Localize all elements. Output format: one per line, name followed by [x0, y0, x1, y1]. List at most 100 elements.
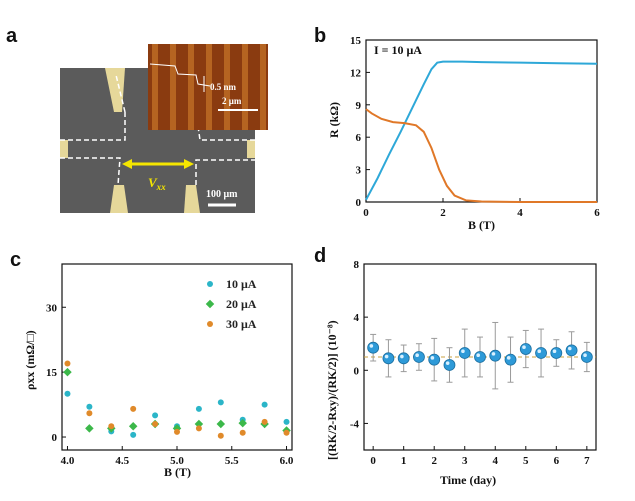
data-point — [86, 403, 93, 410]
afm-height-label: 0.5 nm — [210, 82, 237, 92]
x-tick-label: 6 — [594, 207, 600, 219]
x-tick-label: 4.0 — [61, 455, 75, 467]
contact-bottom-right — [184, 185, 200, 213]
data-point — [443, 359, 456, 371]
scale-bar-label: 100 μm — [206, 189, 238, 200]
chart-d-xlabel: Time (day) — [440, 473, 496, 487]
data-point — [174, 428, 180, 435]
panel-c-letter: c — [10, 249, 21, 271]
y-tick-label: 0 — [356, 197, 362, 209]
hall-bar-outline — [60, 74, 255, 186]
y-tick-label: 4 — [354, 312, 360, 324]
afm-terrace-edge — [188, 44, 194, 130]
data-point — [217, 432, 224, 439]
data-point — [217, 399, 224, 406]
data-point — [64, 360, 71, 367]
data-point-highlight — [369, 344, 374, 348]
data-point-highlight — [415, 353, 419, 358]
data-point — [489, 349, 502, 362]
x-tick-label: 2 — [440, 207, 446, 219]
chart-d: 0 1 2 3 4 5 6 7 -4 0 4 8 Time (day) [(RK/2-Rxy)/(RK… — [325, 259, 597, 487]
legend-label: 10 μA — [226, 277, 257, 291]
data-point — [195, 425, 202, 432]
vxx-arrow-left-head — [122, 159, 132, 169]
data-point-highlight — [552, 349, 557, 354]
x-tick-label: 4.5 — [115, 455, 129, 467]
data-point — [283, 429, 290, 436]
data-point — [550, 347, 563, 359]
data-point-highlight — [476, 353, 481, 358]
data-point — [64, 390, 71, 397]
y-tick-label: 15 — [46, 367, 58, 379]
data-point — [239, 429, 246, 436]
legend-label: 20 μA — [226, 297, 257, 311]
legend-marker — [205, 299, 215, 309]
afm-terrace-edge — [242, 44, 248, 130]
data-point — [565, 344, 578, 357]
data-point-highlight — [445, 361, 450, 365]
x-tick-label: 1 — [401, 455, 407, 467]
series-line-rxy — [365, 60, 598, 201]
chart-b-annotation: I = 10 μA — [374, 43, 422, 57]
x-tick-label: 7 — [584, 455, 590, 467]
data-point — [130, 431, 137, 438]
chart-b-xlabel: B (T) — [468, 218, 495, 232]
legend-marker — [207, 321, 213, 327]
vxx-label: Vxx — [148, 175, 166, 192]
afm-stripes — [152, 44, 266, 130]
data-point — [130, 405, 137, 412]
data-point — [474, 351, 486, 363]
x-tick-label: 5 — [523, 455, 529, 467]
chart-d-ticks: 0 1 2 3 4 5 6 7 -4 0 4 8 — [350, 259, 590, 467]
data-point-highlight — [400, 354, 404, 359]
x-tick-label: 0 — [363, 207, 369, 219]
data-point-highlight — [567, 346, 572, 351]
data-point-highlight — [506, 356, 511, 360]
chart-d-series — [364, 321, 596, 390]
chart-b-frame — [365, 39, 598, 203]
y-tick-label: 9 — [356, 100, 362, 112]
y-tick-label: 15 — [350, 35, 362, 47]
legend-marker — [207, 281, 213, 287]
chart-c-ticks: 4.0 4.5 5.0 5.5 6.0 0 15 30 — [46, 302, 294, 467]
chart-c-ylabel: ρxx (mΩ/□) — [23, 330, 37, 390]
data-point — [382, 352, 395, 365]
x-tick-label: 0 — [370, 455, 376, 467]
y-tick-label: -4 — [350, 418, 360, 430]
x-tick-label: 6 — [554, 455, 560, 467]
x-tick-label: 5.5 — [225, 455, 239, 467]
data-point — [108, 423, 115, 430]
data-point — [580, 351, 593, 363]
panel-d-letter: d — [314, 245, 326, 267]
data-point — [504, 353, 517, 366]
data-point — [86, 410, 93, 417]
data-point — [428, 353, 441, 366]
data-point-highlight — [522, 345, 526, 350]
chart-c-legend: 10 μA 20 μA 30 μA — [205, 277, 257, 331]
afm-terrace-edge — [152, 44, 158, 130]
data-point — [458, 347, 471, 359]
data-point — [283, 418, 290, 425]
afm-profile — [149, 63, 211, 87]
y-tick-label: 3 — [356, 165, 362, 177]
chart-b-series — [365, 60, 598, 203]
data-point — [194, 419, 204, 429]
data-point — [261, 401, 268, 408]
data-point — [152, 412, 159, 419]
data-point — [261, 418, 268, 425]
chart-c-series — [63, 360, 291, 439]
afm-terrace-edge — [224, 44, 230, 130]
series-line-rxx — [365, 108, 597, 203]
contact-bottom-left — [110, 185, 128, 213]
data-point — [128, 421, 138, 431]
data-point-highlight — [461, 349, 465, 354]
data-point — [519, 343, 532, 355]
data-point — [413, 351, 425, 363]
data-point — [152, 421, 159, 428]
data-point — [216, 419, 226, 429]
y-tick-label: 0 — [52, 432, 58, 444]
x-tick-label: 6.0 — [280, 455, 294, 467]
panel-a-letter: a — [6, 25, 18, 47]
y-tick-label: 0 — [354, 365, 360, 377]
